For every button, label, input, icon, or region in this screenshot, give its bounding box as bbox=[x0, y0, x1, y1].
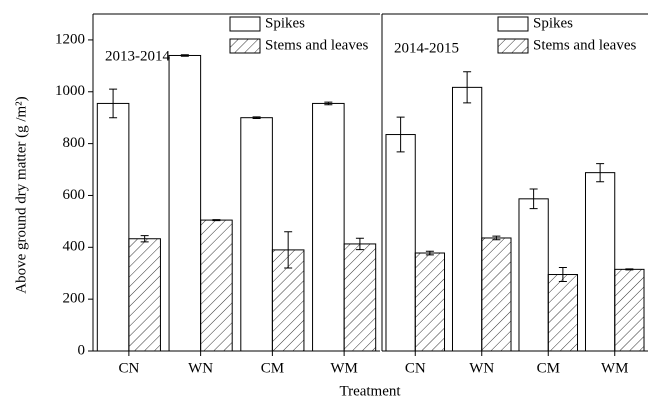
error-bar bbox=[558, 267, 567, 283]
y-tick-label: 0 bbox=[78, 342, 86, 358]
legend-label: Spikes bbox=[533, 15, 573, 31]
bar bbox=[343, 243, 377, 352]
legend-label: Spikes bbox=[265, 15, 305, 31]
error-bar bbox=[284, 231, 293, 269]
error-bar bbox=[180, 54, 189, 57]
bar bbox=[385, 134, 416, 352]
x-tick-label: WN bbox=[188, 360, 213, 376]
error-bar bbox=[324, 101, 333, 106]
x-tick-label: WM bbox=[601, 360, 629, 376]
legend-swatch bbox=[497, 38, 529, 54]
error-bar bbox=[212, 219, 221, 222]
error-bar bbox=[425, 250, 434, 256]
error-bar bbox=[529, 188, 538, 210]
y-tick-label: 400 bbox=[63, 239, 86, 255]
error-bar bbox=[492, 235, 501, 241]
x-tick-label: CN bbox=[118, 360, 139, 376]
y-tick-label: 200 bbox=[63, 291, 86, 307]
legend-swatch bbox=[497, 16, 529, 32]
error-bar bbox=[355, 237, 364, 251]
y-tick-label: 1200 bbox=[55, 31, 85, 47]
legend-swatch bbox=[229, 16, 261, 32]
x-axis-title: Treatment bbox=[339, 383, 401, 399]
x-tick-label: CM bbox=[537, 360, 560, 376]
bar bbox=[614, 268, 645, 352]
error-bar bbox=[140, 235, 149, 243]
error-bar bbox=[109, 88, 118, 119]
legend-swatch bbox=[229, 38, 261, 54]
legend-label: Stems and leaves bbox=[265, 37, 368, 53]
panel-label: 2013-2014 bbox=[105, 48, 170, 64]
x-tick-label: WN bbox=[469, 360, 494, 376]
error-bar bbox=[463, 71, 472, 104]
error-bar bbox=[252, 116, 261, 119]
x-tick-label: CN bbox=[405, 360, 426, 376]
x-tick-label: CM bbox=[261, 360, 284, 376]
bar bbox=[168, 54, 202, 352]
y-tick-label: 600 bbox=[63, 187, 86, 203]
bar bbox=[312, 102, 345, 352]
bar bbox=[451, 86, 483, 352]
legend-label: Stems and leaves bbox=[533, 37, 636, 53]
y-axis-title: Above ground dry matter (g /m²) bbox=[13, 96, 29, 293]
error-bar bbox=[596, 163, 605, 183]
bar bbox=[518, 198, 549, 352]
bar bbox=[547, 274, 579, 352]
bar bbox=[96, 102, 130, 352]
bar bbox=[481, 237, 512, 352]
y-tick-label: 1000 bbox=[55, 83, 85, 99]
bar bbox=[414, 252, 446, 352]
x-tick-label: WM bbox=[330, 360, 358, 376]
y-tick-label: 800 bbox=[63, 135, 86, 151]
bar bbox=[200, 219, 233, 352]
panel-label: 2014-2015 bbox=[394, 40, 459, 56]
bar bbox=[584, 172, 616, 352]
bar bbox=[128, 238, 161, 352]
bar bbox=[240, 117, 273, 352]
error-bar bbox=[396, 116, 405, 153]
error-bar bbox=[625, 268, 634, 271]
